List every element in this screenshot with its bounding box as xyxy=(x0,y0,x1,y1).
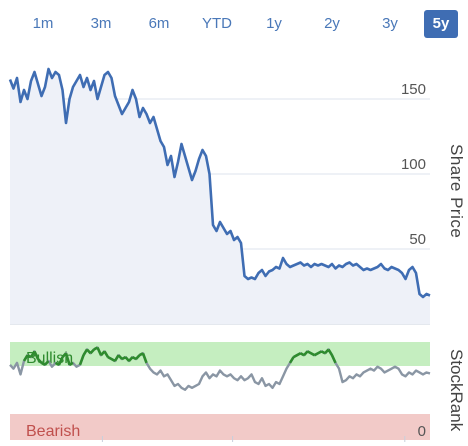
share-price-tick-label: 100 xyxy=(401,156,426,173)
stockrank-axis-label: StockRank xyxy=(447,348,466,432)
stockrank-bullish-segments xyxy=(22,346,337,366)
range-tab-3y[interactable]: 3y xyxy=(382,15,398,32)
share-price-axis-label: Share Price xyxy=(447,143,466,239)
range-tab-6m[interactable]: 6m xyxy=(148,15,170,32)
share-price-tick-label: 50 xyxy=(409,231,426,248)
range-tab-ytd[interactable]: YTD xyxy=(202,15,232,32)
share-price-tick-label: 150 xyxy=(401,81,426,98)
bearish-band xyxy=(10,414,430,440)
range-tab-3m[interactable]: 3m xyxy=(90,15,112,32)
share-price-line xyxy=(8,67,431,299)
bearish-band-label: Bearish xyxy=(26,423,80,440)
date-range-tabs: 1m 3m 6m YTD 1y 2y 3y 5y xyxy=(0,0,468,46)
range-tab-2y[interactable]: 2y xyxy=(324,15,340,32)
range-tab-1y[interactable]: 1y xyxy=(266,15,282,32)
range-tab-1m[interactable]: 1m xyxy=(32,15,54,32)
stockrank-tick-label: 0 xyxy=(418,423,426,440)
share-price-area xyxy=(10,69,430,324)
range-tab-5y[interactable]: 5y xyxy=(424,10,458,38)
